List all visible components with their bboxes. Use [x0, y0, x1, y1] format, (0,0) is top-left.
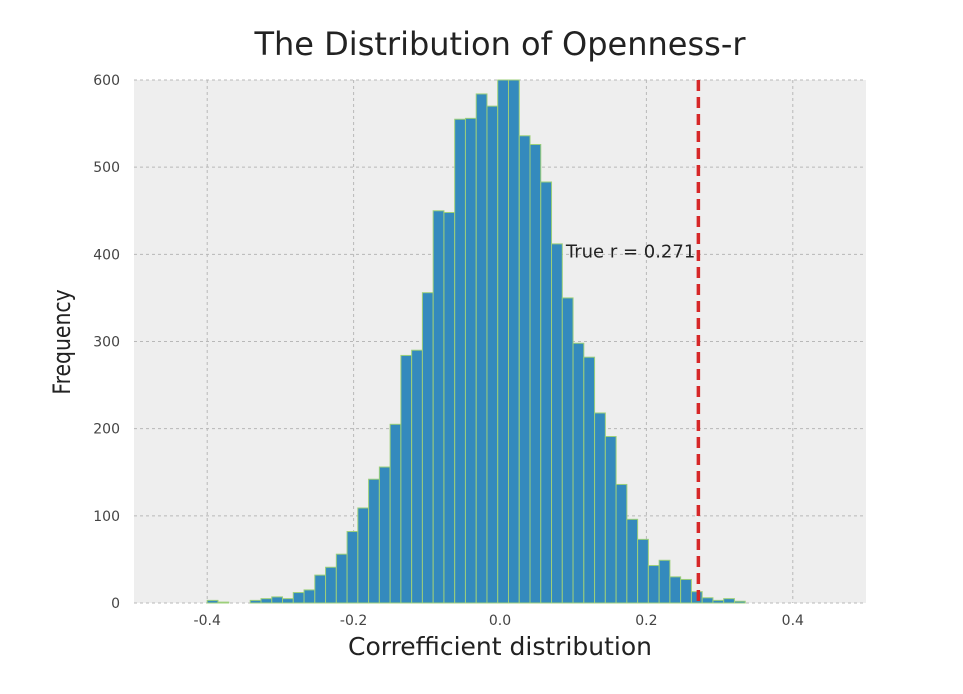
histogram-bar [701, 597, 714, 604]
histogram-bar [594, 412, 606, 604]
histogram-bar [378, 466, 391, 604]
histogram-bar [303, 589, 316, 604]
x-ticks: -0.4 -0.2 0.0 0.2 0.4 [194, 613, 804, 629]
x-tick-label: 0.2 [635, 613, 657, 629]
y-tick-label: 200 [93, 422, 120, 438]
histogram-bar [626, 518, 639, 604]
y-tick-label: 600 [93, 73, 120, 89]
histogram-bar [561, 297, 574, 604]
histogram-bar [325, 566, 337, 604]
histogram-bar [540, 181, 553, 604]
histogram-bar [723, 598, 735, 604]
y-axis-label: Frequency [48, 289, 76, 394]
histogram-bar [271, 596, 284, 604]
histogram-bar [421, 292, 434, 604]
histogram-bar [357, 507, 370, 604]
x-tick-label: -0.2 [340, 613, 367, 629]
histogram-bar [346, 531, 359, 604]
histogram-bar [572, 342, 585, 604]
histogram-bar [292, 592, 305, 604]
y-tick-label: 400 [93, 247, 120, 263]
histogram-bar [475, 93, 488, 604]
histogram-bar [260, 598, 273, 604]
histogram-bar [464, 117, 477, 604]
y-tick-label: 500 [93, 160, 120, 176]
histogram-bar [206, 599, 219, 604]
y-tick-label: 100 [93, 509, 120, 525]
histogram-bar [518, 135, 531, 604]
histogram-bar [443, 211, 456, 604]
histogram-bar [400, 354, 413, 604]
chart-title: The Distribution of Openness-r [253, 25, 746, 63]
histogram-bar [637, 538, 649, 604]
x-tick-label: -0.4 [194, 613, 221, 629]
histogram-bar [507, 79, 520, 604]
histogram-bar [658, 559, 671, 604]
x-tick-label: 0.4 [782, 613, 804, 629]
histogram-bar [583, 356, 596, 604]
histogram-bar [604, 436, 617, 604]
histogram-bar [454, 118, 466, 604]
true-r-annotation: True r = 0.271 [565, 241, 695, 262]
histogram-bar [551, 243, 563, 604]
bars [206, 79, 746, 604]
histogram-bar [733, 600, 746, 604]
histogram-bar [680, 578, 692, 604]
histogram-bar [217, 601, 230, 604]
histogram-bar [282, 598, 294, 604]
x-tick-label: 0.0 [489, 613, 511, 629]
histogram-bar [647, 565, 660, 604]
histogram-bar [486, 105, 499, 604]
histogram-bar [314, 574, 327, 604]
histogram-bar [615, 483, 628, 604]
histogram-bar [335, 553, 348, 604]
histogram-bar [712, 599, 725, 604]
histogram-bar [368, 478, 380, 604]
x-axis-label: Correfficient distribution [348, 632, 652, 661]
histogram-bar [669, 576, 682, 604]
y-tick-label: 0 [111, 596, 120, 612]
histogram-bar [249, 599, 262, 604]
histogram-bar [389, 423, 402, 604]
y-tick-label: 300 [93, 335, 120, 351]
histogram-bar [411, 349, 423, 604]
histogram-bar [497, 79, 509, 604]
histogram-bar [529, 144, 542, 604]
histogram-bar [432, 210, 445, 604]
y-ticks: 0 100 200 300 400 500 600 [93, 73, 120, 612]
